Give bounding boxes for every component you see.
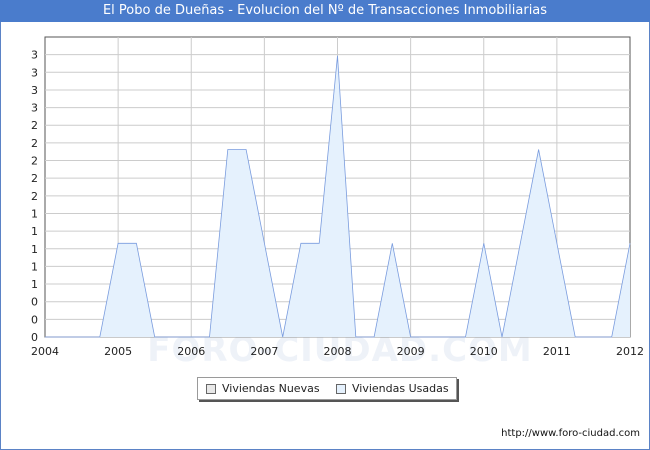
legend-label-nuevas: Viviendas Nuevas — [222, 382, 320, 395]
legend-swatch-usadas — [336, 384, 346, 394]
legend-label-usadas: Viviendas Usadas — [352, 382, 449, 395]
x-tick-label: 2007 — [250, 345, 278, 358]
legend-swatch-nuevas — [206, 384, 216, 394]
y-tick-label: 3 — [31, 49, 38, 62]
y-tick-label: 2 — [31, 119, 38, 132]
chart-title: El Pobo de Dueñas - Evolucion del Nº de … — [0, 0, 650, 22]
y-tick-label: 3 — [31, 84, 38, 97]
x-tick-label: 2009 — [397, 345, 425, 358]
y-tick-label: 0 — [31, 296, 38, 309]
y-tick-label: 3 — [31, 102, 38, 115]
y-tick-label: 1 — [31, 225, 38, 238]
y-tick-label: 3 — [31, 66, 38, 79]
y-tick-label: 1 — [31, 207, 38, 220]
legend: Viviendas Nuevas Viviendas Usadas — [197, 377, 457, 400]
source-url: http://www.foro-ciudad.com — [501, 428, 640, 439]
x-tick-label: 2012 — [616, 345, 644, 358]
y-tick-label: 2 — [31, 137, 38, 150]
y-tick-label: 2 — [31, 172, 38, 185]
y-tick-label: 2 — [31, 155, 38, 168]
x-tick-label: 2005 — [104, 345, 132, 358]
y-tick-label: 0 — [31, 313, 38, 326]
y-tick-label: 0 — [31, 331, 38, 344]
y-tick-label: 2 — [31, 190, 38, 203]
x-tick-label: 2011 — [543, 345, 571, 358]
y-tick-label: 1 — [31, 260, 38, 273]
x-tick-label: 2010 — [470, 345, 498, 358]
x-tick-label: 2006 — [177, 345, 205, 358]
x-tick-label: 2004 — [31, 345, 59, 358]
y-tick-label: 1 — [31, 278, 38, 291]
x-tick-label: 2008 — [324, 345, 352, 358]
series-line-1 — [45, 55, 631, 338]
y-tick-label: 1 — [31, 243, 38, 256]
series-area-1 — [45, 55, 630, 338]
